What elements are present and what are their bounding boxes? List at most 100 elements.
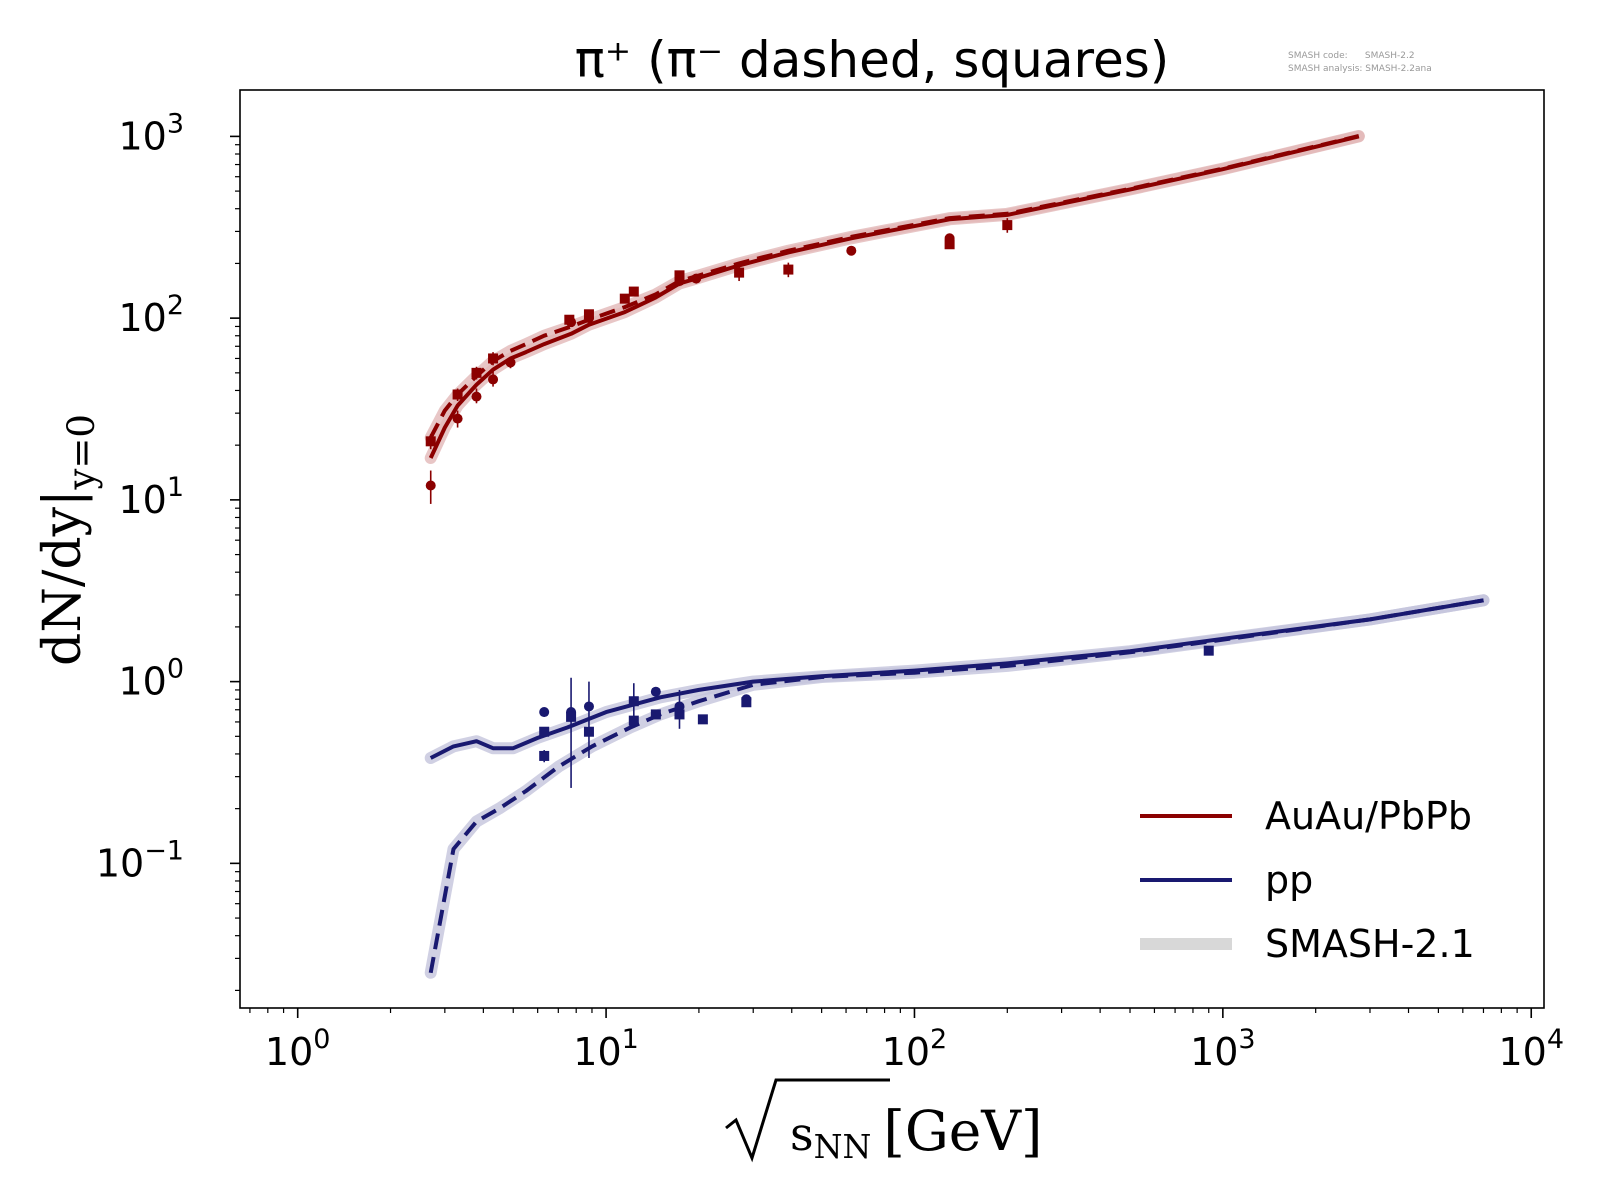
data-marker-square <box>1203 645 1214 656</box>
series-line-pp-dashed <box>428 598 1484 974</box>
data-point <box>488 352 499 366</box>
data-point <box>674 689 685 729</box>
data-point <box>539 750 550 763</box>
smash21-band-auau-solid <box>424 130 1365 464</box>
data-point <box>628 286 639 297</box>
y-axis-label: dN/dy|y=0 <box>33 414 103 666</box>
data-point <box>505 357 516 369</box>
data-marker-circle <box>488 374 499 385</box>
data-point <box>452 388 463 401</box>
data-point <box>741 697 752 708</box>
data-point <box>846 245 857 256</box>
data-marker-square <box>566 711 577 722</box>
series-line-auau-solid <box>428 134 1360 459</box>
data-point <box>650 709 661 720</box>
watermark-analysis: SMASH analysis: SMASH-2.2ana <box>1288 64 1432 74</box>
data-marker-square <box>674 270 685 281</box>
y-tick-label: 103 <box>118 108 184 158</box>
data-point <box>566 711 577 722</box>
data-point <box>619 293 630 304</box>
data-marker-circle <box>583 313 594 324</box>
data-point <box>452 410 463 428</box>
series-line-auau-dashed <box>428 134 1360 439</box>
data-marker-square <box>425 436 436 447</box>
legend-label-smash21: SMASH-2.1 <box>1265 922 1475 966</box>
sqrt-radical-icon <box>725 1078 890 1163</box>
data-marker-square <box>783 264 794 275</box>
data-point <box>488 371 499 387</box>
x-tick-label: 104 <box>1498 1024 1564 1074</box>
y-axis: 10−1 100 101 102 103 <box>96 108 240 991</box>
experimental-data-points <box>425 218 1214 788</box>
data-marker-square <box>452 389 463 400</box>
data-marker-circle <box>650 686 661 697</box>
data-marker-circle <box>674 701 685 712</box>
data-point <box>566 317 577 328</box>
smash21-band-pp-dashed <box>424 594 1490 979</box>
data-marker-square <box>628 696 639 707</box>
x-tick-label: 102 <box>882 1024 948 1074</box>
y-tick-label: 102 <box>118 290 184 340</box>
smash-bands <box>424 130 1490 979</box>
y-tick-label: 101 <box>118 472 184 522</box>
data-point <box>1002 218 1013 233</box>
data-point <box>783 262 794 278</box>
data-marker-square <box>944 239 955 250</box>
y-tick-label: 100 <box>118 654 184 704</box>
data-marker-circle <box>452 413 463 424</box>
data-marker-square <box>628 286 639 297</box>
plot-frame <box>239 89 1545 1009</box>
x-tick-label: 103 <box>1190 1024 1256 1074</box>
data-point <box>691 273 702 284</box>
x-axis-label-subscript: NN <box>814 1127 872 1166</box>
y-axis-label-subscript: y=0 <box>60 414 103 490</box>
data-marker-square <box>583 726 594 737</box>
data-marker-square <box>741 697 752 708</box>
data-marker-circle <box>505 357 516 368</box>
svg-text:sNN[GeV]: sNN [GeV] <box>790 1099 1042 1166</box>
x-tick-label: 101 <box>573 1024 639 1074</box>
y-tick-label: 10−1 <box>96 835 184 885</box>
data-marker-circle <box>566 317 577 328</box>
x-axis-label: sNN [GeV] <box>725 1078 1042 1166</box>
data-point <box>539 726 550 737</box>
chart-title: π⁺ (π⁻ dashed, squares) <box>575 31 1170 89</box>
data-point <box>425 434 436 450</box>
data-marker-square <box>619 293 630 304</box>
x-tick-label: 100 <box>265 1024 331 1074</box>
watermark-code: SMASH code: SMASH-2.2 <box>1288 51 1415 61</box>
data-marker-square <box>674 709 685 720</box>
data-marker-square <box>734 267 745 278</box>
legend: AuAu/PbPb pp SMASH-2.1 <box>1140 794 1475 966</box>
data-point <box>628 683 639 722</box>
data-marker-circle <box>846 245 857 256</box>
data-point <box>697 714 708 725</box>
data-marker-square <box>650 709 661 720</box>
data-point <box>650 686 661 697</box>
data-point <box>471 366 482 380</box>
data-marker-circle <box>539 707 550 718</box>
data-point <box>674 270 685 281</box>
data-marker-square <box>471 367 482 378</box>
data-point <box>583 313 594 324</box>
data-point <box>425 470 436 504</box>
data-point <box>583 681 594 758</box>
x-axis: 100 101 102 103 104 <box>249 1008 1564 1074</box>
data-marker-circle <box>471 391 482 402</box>
model-curves <box>428 134 1484 974</box>
data-marker-square <box>1002 220 1013 231</box>
x-axis-label-radicand: s <box>790 1107 814 1161</box>
data-marker-square <box>488 353 499 364</box>
data-point <box>539 707 550 718</box>
data-point <box>674 709 685 720</box>
data-point <box>471 388 482 404</box>
y-axis-label-main: dN/dy| <box>33 489 93 666</box>
data-marker-circle <box>583 701 594 712</box>
data-point <box>583 726 594 737</box>
data-point <box>944 239 955 250</box>
data-marker-square <box>697 714 708 725</box>
data-marker-circle <box>425 480 436 491</box>
data-point <box>1203 645 1214 656</box>
x-axis-label-unit: [GeV] <box>883 1099 1042 1163</box>
